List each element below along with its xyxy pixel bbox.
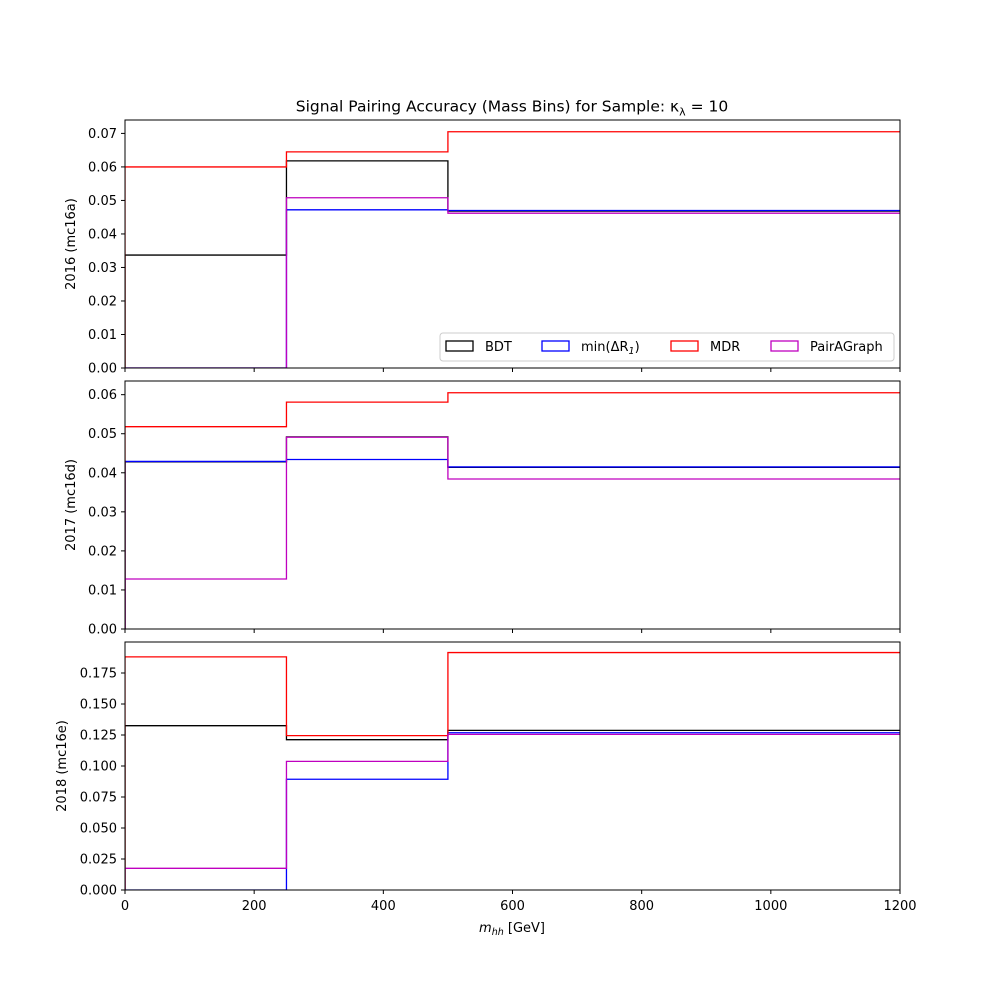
chart-title-suffix: = 10 bbox=[686, 98, 729, 116]
y-tick-label: 0.03 bbox=[88, 505, 117, 520]
x-tick-label: 1200 bbox=[883, 899, 916, 914]
legend-label-text: min(ΔR bbox=[581, 340, 629, 355]
legend-frame bbox=[439, 332, 895, 362]
y-tick-label: 0.02 bbox=[88, 294, 117, 309]
panel-1: 0.00 0.01 0.02 0.03 0.04 0.05 0.06 0.07 2016 (mc… bbox=[64, 119, 901, 377]
legend-swatch-bdt bbox=[445, 340, 474, 352]
legend-swatch-mdr bbox=[670, 340, 699, 352]
series-line-bdt bbox=[125, 436, 900, 629]
y-tick-label: 0.125 bbox=[80, 729, 117, 744]
y-tick-label: 0.05 bbox=[88, 427, 117, 442]
y-tick-label: 0.00 bbox=[88, 362, 117, 377]
legend-swatch-min-r bbox=[541, 340, 570, 352]
legend-swatch-pairagraph bbox=[770, 340, 799, 352]
series-line-min-r1- bbox=[125, 209, 900, 368]
x-axis-label-main: m bbox=[479, 921, 492, 936]
panel-frame bbox=[124, 119, 901, 369]
legend-label-bdt: BDT bbox=[485, 340, 512, 355]
x-tick-label: 400 bbox=[371, 899, 396, 914]
y-tick-label: 0.01 bbox=[88, 328, 117, 343]
legend-label-subscript: 1 bbox=[629, 346, 635, 357]
x-axis-label-subscript: hh bbox=[492, 927, 504, 938]
x-tick-label: 1000 bbox=[754, 899, 787, 914]
y-tick-label: 0.03 bbox=[88, 261, 117, 276]
y-tick-label: 0.00 bbox=[88, 623, 117, 638]
y-tick-label: 0.050 bbox=[80, 822, 117, 837]
y-tick-label: 0.06 bbox=[88, 388, 117, 403]
series-group bbox=[125, 131, 900, 368]
panel-frame bbox=[124, 380, 901, 630]
legend-label-suffix: ) bbox=[635, 340, 640, 355]
y-tick-label: 0.07 bbox=[88, 127, 117, 142]
x-tick-label: 200 bbox=[242, 899, 267, 914]
panels-group: 0.00 0.01 0.02 0.03 0.04 0.05 0.06 0.07 2016 (mc… bbox=[55, 119, 917, 914]
y-tick-label: 0.075 bbox=[80, 791, 117, 806]
series-line-bdt bbox=[125, 725, 900, 890]
y-tick-label: 0.04 bbox=[88, 466, 117, 481]
panel-2: 0.00 0.01 0.02 0.03 0.04 0.05 0.06 2017 (mc16d) bbox=[64, 380, 901, 638]
y-tick-label: 0.05 bbox=[88, 194, 117, 209]
y-tick-label: 0.01 bbox=[88, 583, 117, 598]
series-line-pairagraph bbox=[125, 733, 900, 890]
series-line-mdr bbox=[125, 651, 900, 890]
x-tick-label: 0 bbox=[121, 899, 129, 914]
legend-label-mdr: MDR bbox=[710, 340, 740, 355]
series-line-min-r1- bbox=[125, 732, 900, 890]
series-group bbox=[125, 392, 900, 629]
chart-title-main: Signal Pairing Accuracy (Mass Bins) for … bbox=[296, 98, 679, 116]
x-tick-label: 800 bbox=[629, 899, 654, 914]
x-axis-label: mhh [GeV] bbox=[479, 921, 545, 938]
series-line-min-r1- bbox=[125, 458, 900, 629]
series-group bbox=[125, 651, 900, 890]
y-axis-label: 2016 (mc16a) bbox=[64, 198, 79, 290]
panel-frame bbox=[124, 641, 901, 891]
legend-label-min-r: min(ΔR1) bbox=[581, 340, 640, 357]
y-tick-label: 0.150 bbox=[80, 698, 117, 713]
x-tick-label: 600 bbox=[500, 899, 525, 914]
y-tick-label: 0.000 bbox=[80, 884, 117, 899]
legend-label-text: BDT bbox=[485, 340, 512, 355]
panel-3: 0.000 0.025 0.050 0.075 0.100 0.125 0.150 0.175… bbox=[55, 641, 917, 914]
y-tick-label: 0.04 bbox=[88, 227, 117, 242]
y-tick-label: 0.02 bbox=[88, 544, 117, 559]
series-line-mdr bbox=[125, 131, 900, 368]
y-axis-label: 2017 (mc16d) bbox=[64, 459, 79, 551]
legend: BDT min(ΔR1) MDR PairAGraph bbox=[439, 332, 895, 362]
y-tick-label: 0.025 bbox=[80, 853, 117, 868]
y-tick-label: 0.100 bbox=[80, 760, 117, 775]
y-axis-label: 2018 (mc16e) bbox=[55, 720, 70, 812]
legend-label-pairagraph: PairAGraph bbox=[810, 340, 883, 355]
legend-label-text: PairAGraph bbox=[810, 340, 883, 355]
chart-title-subscript: λ bbox=[679, 106, 686, 119]
chart-title: Signal Pairing Accuracy (Mass Bins) for … bbox=[296, 98, 729, 119]
legend-label-text: MDR bbox=[710, 340, 740, 355]
series-line-pairagraph bbox=[125, 197, 900, 368]
series-line-mdr bbox=[125, 392, 900, 629]
series-line-pairagraph bbox=[125, 436, 900, 629]
y-tick-label: 0.06 bbox=[88, 160, 117, 175]
x-axis-label-suffix: [GeV] bbox=[504, 921, 545, 936]
y-tick-label: 0.175 bbox=[80, 667, 117, 682]
